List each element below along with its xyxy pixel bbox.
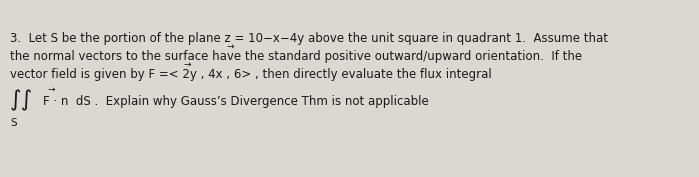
Text: →: → xyxy=(227,42,234,51)
Text: →: → xyxy=(183,60,191,69)
Text: 3.  Let S be the portion of the plane z = 10−x−4y above the unit square in quadr: 3. Let S be the portion of the plane z =… xyxy=(10,32,608,45)
Text: F · n  dS .  Explain why Gauss’s Divergence Thm is not applicable: F · n dS . Explain why Gauss’s Divergenc… xyxy=(43,95,428,108)
Text: the normal vectors to the surface have the standard positive outward/upward orie: the normal vectors to the surface have t… xyxy=(10,50,582,63)
Text: S: S xyxy=(10,118,17,128)
Text: vector field is given by F =< 2y , 4x , 6> , then directly evaluate the flux int: vector field is given by F =< 2y , 4x , … xyxy=(10,68,492,81)
Text: →: → xyxy=(47,85,55,94)
Text: ∫∫: ∫∫ xyxy=(10,90,34,111)
